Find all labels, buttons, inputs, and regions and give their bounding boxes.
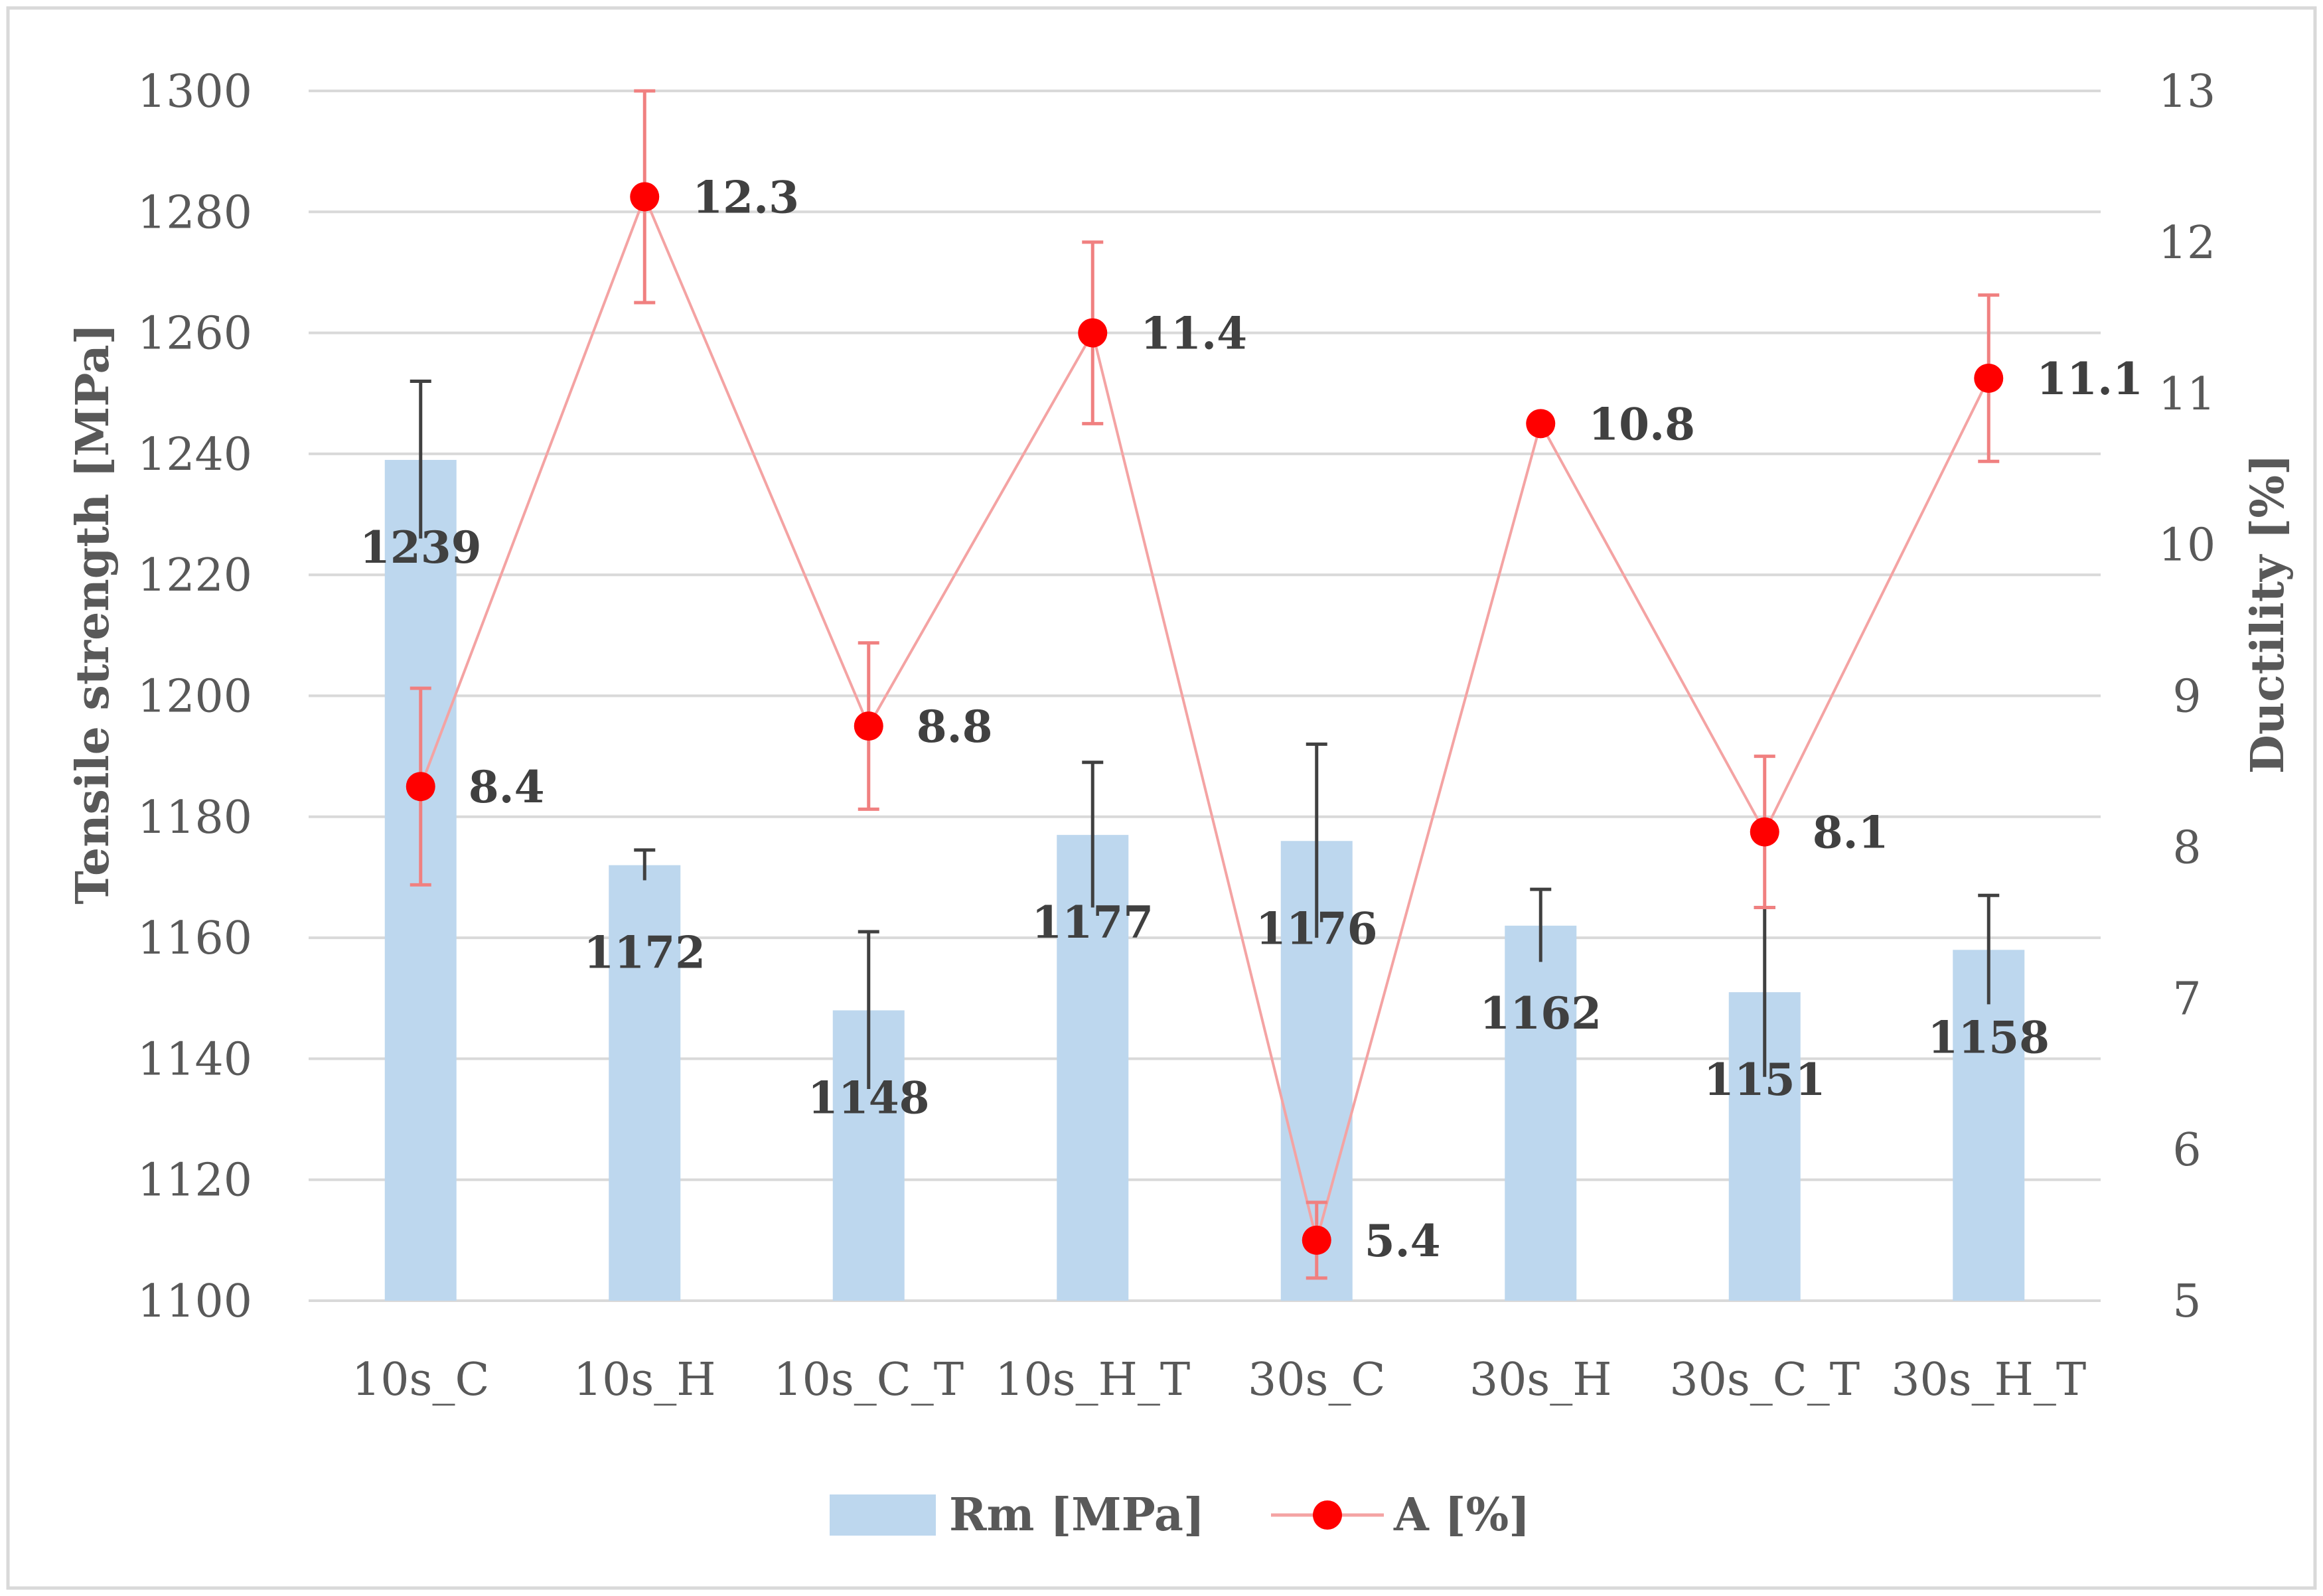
x-tick-label: 10s_H xyxy=(573,1354,716,1406)
left-tick-label: 1280 xyxy=(137,186,252,239)
bar xyxy=(1505,925,1577,1301)
bar-data-label: 1162 xyxy=(1479,987,1602,1039)
x-tick-label: 30s_H_T xyxy=(1891,1354,2086,1406)
line-data-label: 5.4 xyxy=(1365,1215,1441,1267)
bar-data-label: 1239 xyxy=(360,522,482,573)
line-point xyxy=(1302,1225,1331,1255)
bar-data-label: 1158 xyxy=(1927,1011,2050,1063)
x-tick-label: 10s_C_T xyxy=(773,1354,964,1406)
x-tick-label: 10s_C xyxy=(352,1354,489,1406)
bar-error-bars xyxy=(410,380,2000,1089)
left-axis-title: Tensile strength [MPa] xyxy=(66,323,119,905)
line-point xyxy=(630,182,660,212)
left-tick-label: 1220 xyxy=(137,549,252,602)
legend-marker-icon xyxy=(1313,1500,1342,1530)
left-tick-label: 1100 xyxy=(137,1275,252,1328)
line-point xyxy=(1526,409,1556,439)
left-axis-ticks: 1100 1120 1140 1160 1180 1200 1220 1240 1260 1280… xyxy=(137,66,252,1328)
x-tick-label: 30s_C_T xyxy=(1669,1354,1860,1406)
legend: Rm [MPa] A [%] xyxy=(830,1488,1530,1542)
line-data-label: 12.3 xyxy=(692,172,799,224)
line-point xyxy=(1974,363,2004,393)
right-tick-label: 12 xyxy=(2158,217,2216,269)
line-data-labels: 8.4 12.3 8.8 11.4 5.4 10.8 8.1 11.1 xyxy=(469,172,2143,1267)
line-point xyxy=(854,711,883,741)
right-tick-label: 5 xyxy=(2172,1275,2201,1328)
line-data-label: 11.4 xyxy=(1140,308,1247,360)
chart-border xyxy=(6,6,2317,1590)
right-tick-label: 7 xyxy=(2172,973,2201,1025)
bar-data-label: 1148 xyxy=(808,1072,930,1124)
right-tick-label: 11 xyxy=(2158,368,2216,421)
line-series xyxy=(406,89,2004,1280)
left-tick-label: 1180 xyxy=(137,792,252,844)
legend-label-a: A [%] xyxy=(1393,1488,1530,1542)
bar-data-label: 1176 xyxy=(1256,903,1378,954)
bar xyxy=(1057,835,1129,1301)
line-data-label: 8.4 xyxy=(469,761,545,813)
left-tick-label: 1140 xyxy=(137,1033,252,1086)
left-tick-label: 1260 xyxy=(137,308,252,360)
right-tick-label: 6 xyxy=(2172,1124,2201,1177)
x-tick-label: 10s_H_T xyxy=(995,1354,1190,1406)
x-tick-label: 30s_H xyxy=(1469,1354,1612,1406)
line-data-label: 8.1 xyxy=(1813,807,1889,859)
left-tick-label: 1200 xyxy=(137,671,252,723)
left-tick-label: 1120 xyxy=(137,1155,252,1207)
bar-data-labels: 1239 1172 1148 1177 1176 1162 1151 1158 xyxy=(360,522,2050,1124)
bar xyxy=(1953,950,2025,1301)
x-tick-label: 30s_C xyxy=(1248,1354,1385,1406)
bar xyxy=(609,865,681,1301)
gridlines xyxy=(309,90,2101,1302)
right-tick-label: 9 xyxy=(2172,671,2201,723)
legend-label-rm: Rm [MPa] xyxy=(949,1488,1205,1542)
line-data-label: 11.1 xyxy=(2036,353,2143,405)
right-axis-title: Ductility [%] xyxy=(2241,454,2294,774)
legend-bar-swatch xyxy=(830,1494,936,1536)
right-tick-label: 13 xyxy=(2158,66,2216,118)
bar-data-label: 1151 xyxy=(1704,1054,1826,1106)
line-path xyxy=(419,193,1990,1246)
left-tick-label: 1160 xyxy=(137,912,252,965)
x-axis-ticks: 10s_C 10s_H 10s_C_T 10s_H_T 30s_C 30s_H 30s_C_… xyxy=(352,1354,2086,1406)
bar-data-label: 1172 xyxy=(583,927,706,979)
right-tick-label: 10 xyxy=(2158,520,2216,572)
bar-data-label: 1177 xyxy=(1031,897,1154,948)
left-tick-label: 1240 xyxy=(137,429,252,481)
right-tick-label: 8 xyxy=(2172,822,2201,874)
line-data-label: 10.8 xyxy=(1588,398,1695,450)
line-point xyxy=(406,772,435,802)
line-data-label: 8.8 xyxy=(917,701,993,753)
line-point xyxy=(1750,817,1779,847)
right-axis-ticks: 5 6 7 8 9 10 11 12 13 xyxy=(2158,66,2216,1328)
left-tick-label: 1300 xyxy=(137,66,252,118)
line-point xyxy=(1078,318,1108,348)
